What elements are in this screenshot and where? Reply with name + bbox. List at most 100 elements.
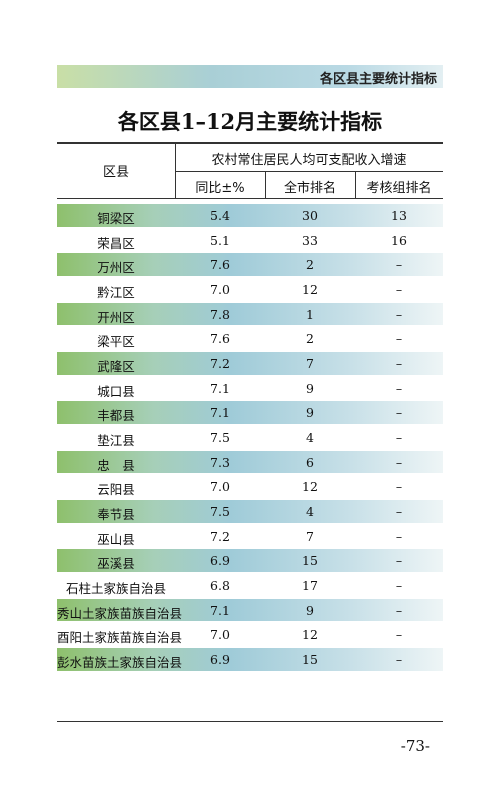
region-name: 万州区 bbox=[97, 260, 135, 276]
region-name: 忠 县 bbox=[97, 457, 135, 473]
table-cell: 9 bbox=[306, 405, 314, 421]
table-cell: 6.9 bbox=[210, 553, 230, 569]
region-name: 武隆区 bbox=[97, 359, 135, 375]
table-cell: 7 bbox=[306, 356, 314, 372]
region-name: 城口县 bbox=[97, 383, 135, 399]
region-name: 秀山土家族苗族自治县 bbox=[57, 605, 183, 621]
table-cell: 7.1 bbox=[210, 405, 230, 421]
table-cell: 6 bbox=[306, 454, 314, 470]
table-title: 各区县1–12月主要统计指标 bbox=[117, 109, 383, 134]
table-cell: – bbox=[395, 479, 403, 495]
table-cell: – bbox=[395, 380, 403, 396]
column-header: 全市排名 bbox=[283, 181, 336, 196]
region-name: 开州区 bbox=[97, 309, 135, 325]
table-cell: 9 bbox=[306, 602, 314, 618]
table-cell: 7.8 bbox=[210, 306, 230, 322]
table-cell: 6.9 bbox=[210, 652, 230, 668]
table-cell: 1 bbox=[306, 306, 314, 322]
region-name: 石柱土家族自治县 bbox=[65, 581, 166, 597]
table-cell: 7.5 bbox=[210, 430, 230, 446]
table-cell: 7.6 bbox=[210, 257, 230, 273]
region-name: 奉节县 bbox=[97, 507, 135, 523]
region-name: 丰都县 bbox=[97, 408, 135, 424]
table-cell: 2 bbox=[306, 257, 314, 273]
table-cell: – bbox=[395, 528, 403, 544]
table-cell: – bbox=[395, 282, 403, 297]
region-name: 铜梁区 bbox=[97, 211, 135, 226]
rule bbox=[57, 198, 443, 199]
table-cell: 7.2 bbox=[210, 528, 230, 544]
table-cell: 12 bbox=[302, 627, 318, 643]
row-shade bbox=[57, 401, 443, 425]
column-header: 同比±% bbox=[195, 181, 245, 196]
row-shade bbox=[57, 302, 443, 326]
rule bbox=[57, 721, 443, 722]
row-shade bbox=[57, 253, 443, 276]
row-shade bbox=[57, 500, 443, 523]
table-cell: 15 bbox=[302, 553, 318, 569]
row-shade bbox=[57, 648, 443, 671]
table-cell: – bbox=[395, 257, 403, 273]
table-cell: 30 bbox=[302, 208, 318, 223]
table-cell: – bbox=[395, 331, 403, 347]
table-cell: – bbox=[395, 602, 403, 618]
table-cell: 7.0 bbox=[210, 479, 230, 495]
rule bbox=[175, 143, 176, 198]
table-cell: 5.4 bbox=[210, 208, 230, 223]
region-name: 巫山县 bbox=[97, 531, 135, 547]
table-cell: – bbox=[395, 627, 403, 643]
table-cell: 7.2 bbox=[210, 356, 230, 372]
region-name: 梁平区 bbox=[97, 334, 135, 350]
table-cell: – bbox=[395, 578, 403, 594]
row-shade bbox=[57, 549, 443, 573]
table-cell: 7.1 bbox=[210, 602, 230, 618]
section-title: 各区县主要统计指标 bbox=[319, 72, 437, 87]
table-cell: 17 bbox=[302, 578, 318, 594]
table-cell: 7.0 bbox=[210, 282, 230, 297]
table-cell: 9 bbox=[306, 380, 314, 396]
table-cell: 33 bbox=[302, 232, 318, 248]
rule bbox=[175, 171, 443, 172]
table-cell: 12 bbox=[302, 479, 318, 495]
rule bbox=[355, 171, 356, 198]
table-cell: 7.0 bbox=[210, 627, 230, 643]
table-cell: – bbox=[395, 454, 403, 470]
row-shade bbox=[57, 352, 443, 375]
table-cell: 2 bbox=[306, 331, 314, 347]
section-header: 各区县主要统计指标 bbox=[57, 65, 443, 88]
table-cell: 7.3 bbox=[210, 454, 230, 470]
column-header: 区县 bbox=[102, 165, 129, 180]
region-name: 巫溪县 bbox=[97, 556, 135, 572]
table-cell: – bbox=[395, 356, 403, 372]
table-cell: – bbox=[395, 430, 403, 446]
table-cell: – bbox=[395, 553, 403, 569]
table-cell: 6.8 bbox=[210, 578, 230, 594]
table-cell: – bbox=[395, 306, 403, 322]
table-cell: – bbox=[395, 504, 403, 520]
region-name: 云阳县 bbox=[97, 482, 135, 498]
table-cell: 7.5 bbox=[210, 504, 230, 520]
region-name: 彭水苗族土家族自治县 bbox=[57, 655, 183, 671]
page-number: -73- bbox=[400, 737, 430, 755]
table-cell: 4 bbox=[306, 504, 314, 520]
table-cell: 16 bbox=[391, 232, 407, 248]
region-name: 垫江县 bbox=[97, 433, 135, 449]
row-shade bbox=[57, 450, 443, 474]
region-name: 荣昌区 bbox=[97, 235, 135, 251]
table-cell: 7.6 bbox=[210, 331, 230, 347]
table-cell: 13 bbox=[391, 208, 407, 223]
row-shade bbox=[57, 204, 443, 227]
row-shade bbox=[57, 598, 443, 622]
region-name: 黔江区 bbox=[97, 285, 135, 300]
rule bbox=[57, 142, 443, 144]
table-cell: 4 bbox=[306, 430, 314, 446]
column-header: 考核组排名 bbox=[366, 181, 432, 196]
table-cell: 7.1 bbox=[210, 380, 230, 396]
column-group-header: 农村常住居民人均可支配收入增速 bbox=[211, 153, 407, 168]
table-cell: 7 bbox=[306, 528, 314, 544]
table-cell: – bbox=[395, 405, 403, 421]
region-name: 酉阳土家族苗族自治县 bbox=[57, 630, 183, 646]
table-cell: – bbox=[395, 652, 403, 668]
table-cell: 12 bbox=[302, 282, 318, 297]
